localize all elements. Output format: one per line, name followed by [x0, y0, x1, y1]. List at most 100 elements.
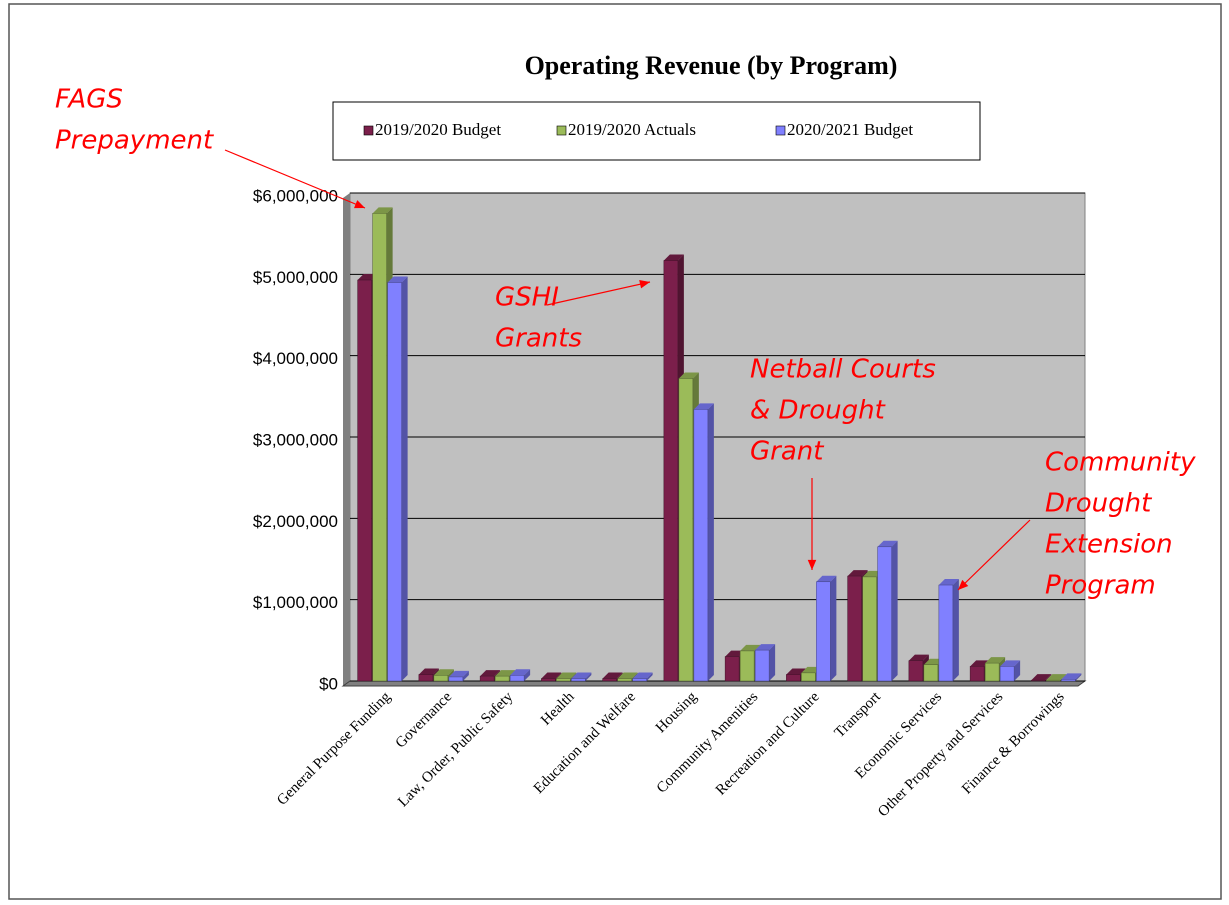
legend-swatch — [363, 125, 374, 136]
bar — [617, 678, 632, 682]
bar — [969, 666, 985, 682]
annotation-arrow — [957, 519, 1031, 591]
bar — [387, 282, 402, 682]
bar — [693, 409, 709, 682]
bar-top — [418, 668, 439, 675]
bar — [923, 664, 939, 682]
bar — [541, 678, 556, 682]
legend-label: 2019/2020 Budget — [375, 120, 501, 139]
bar-top — [617, 672, 638, 679]
legend-swatch — [556, 125, 567, 136]
bar — [632, 678, 647, 682]
bar — [1031, 679, 1046, 682]
annotation-text: Extension — [1045, 530, 1173, 560]
bar — [556, 678, 571, 682]
arrow-head — [639, 280, 650, 289]
annotation-arrow — [546, 281, 651, 306]
bar-top — [693, 403, 714, 410]
y-tick-label: $4,000,000 — [253, 349, 338, 368]
bar — [372, 213, 387, 682]
bar-top — [908, 654, 929, 661]
bar — [479, 675, 495, 682]
bar-top — [847, 570, 868, 577]
bar-side — [585, 672, 592, 681]
bar-top — [372, 207, 393, 214]
bar — [999, 666, 1015, 682]
arrow-head — [354, 200, 365, 209]
y-tick-label: $3,000,000 — [253, 430, 338, 449]
bar — [678, 378, 694, 682]
bar-top — [1046, 674, 1067, 681]
bar-top — [541, 672, 562, 679]
floor — [341, 680, 1087, 687]
y-tick-label: $1,000,000 — [253, 593, 338, 612]
annotation-text: Drought — [1045, 489, 1152, 519]
bar-top — [938, 579, 959, 586]
bar — [847, 575, 862, 682]
bar — [786, 674, 801, 682]
bar-side — [707, 403, 714, 681]
annotation-text: Grants — [495, 324, 582, 354]
bar-top — [433, 669, 454, 676]
annotation-text: Community — [1045, 448, 1196, 478]
bar — [433, 675, 449, 682]
bar — [448, 676, 464, 682]
bar-side — [401, 276, 408, 681]
bar-top — [877, 540, 898, 547]
bar — [938, 584, 954, 682]
bar-top — [1000, 660, 1021, 667]
bar — [418, 674, 434, 682]
bar-side — [1075, 673, 1082, 681]
bar-top — [556, 672, 577, 679]
bar-top — [602, 672, 623, 679]
bar — [908, 660, 924, 682]
bar-top — [480, 670, 501, 677]
y-tick-label: $6,000,000 — [253, 186, 338, 205]
annotation-text: FAGS — [55, 85, 123, 115]
bar — [862, 576, 877, 682]
bar-side — [952, 579, 959, 681]
bar — [1046, 679, 1061, 682]
annotation-text: Program — [1045, 571, 1156, 601]
bar-top — [678, 372, 699, 379]
y-tick-label: $5,000,000 — [253, 268, 338, 287]
bar-side — [1014, 660, 1021, 681]
bar-side — [462, 670, 469, 681]
annotation-arrow — [224, 149, 366, 209]
chart-title: Operating Revenue (by Program) — [525, 51, 898, 80]
legend-label: 2020/2021 Budget — [787, 120, 913, 139]
bar — [801, 672, 816, 682]
bar — [494, 675, 510, 682]
bar-top — [571, 672, 592, 679]
bar-side — [769, 644, 776, 681]
annotation-text: & Drought — [750, 396, 886, 426]
bar-top — [632, 672, 653, 679]
bar-top — [755, 644, 776, 651]
arrow-head — [958, 579, 969, 590]
bar-top — [985, 657, 1006, 664]
bar-side — [891, 540, 898, 681]
bar-side — [646, 672, 653, 681]
bar-top — [816, 575, 837, 582]
bar — [509, 675, 525, 682]
bar — [816, 581, 831, 682]
bar — [1061, 679, 1076, 682]
arrow-head — [807, 559, 817, 570]
annotation-text: Netball Courts — [750, 355, 936, 385]
bar — [754, 649, 770, 682]
annotation-text: Prepayment — [55, 126, 214, 156]
bar — [724, 656, 740, 682]
bar-top — [1031, 674, 1052, 681]
bar-side — [830, 575, 837, 681]
bar — [357, 279, 372, 682]
bar-top — [1061, 673, 1082, 680]
annotation-text: GSHI — [495, 283, 559, 313]
y-tick-label: $0 — [319, 674, 338, 693]
bar — [602, 678, 617, 682]
bar — [663, 260, 679, 682]
bar — [984, 662, 1000, 682]
bar — [739, 650, 755, 682]
bar-top — [448, 670, 469, 677]
